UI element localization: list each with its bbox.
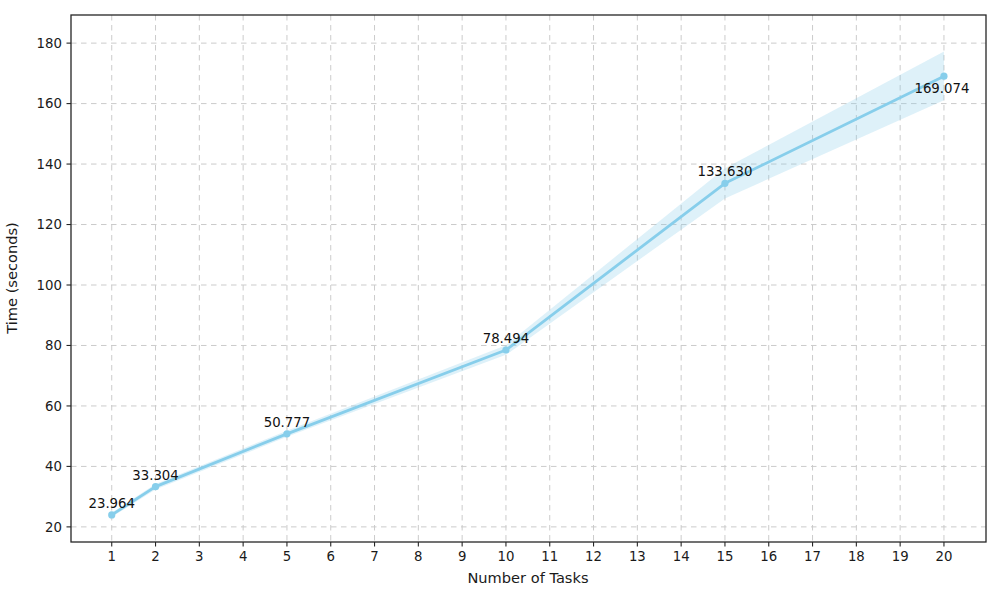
x-axis-label: Number of Tasks bbox=[467, 569, 588, 586]
y-axis-label: Time (seconds) bbox=[3, 222, 20, 334]
y-tick-label: 60 bbox=[45, 399, 62, 414]
x-tick-label: 15 bbox=[716, 549, 733, 564]
y-tick-label: 160 bbox=[37, 96, 62, 111]
x-tick-label: 16 bbox=[760, 549, 777, 564]
y-tick-label: 180 bbox=[37, 36, 62, 51]
data-point-marker bbox=[502, 346, 509, 353]
x-tick-label: 1 bbox=[108, 549, 116, 564]
x-tick-label: 8 bbox=[414, 549, 422, 564]
confidence-band bbox=[112, 52, 944, 517]
x-tick-label: 12 bbox=[585, 549, 602, 564]
line-chart-svg: 23.964 33.304 50.777 78.494 133.630 169.074 1… bbox=[0, 0, 1000, 600]
point-value-label: 133.630 bbox=[697, 164, 752, 179]
x-tick-label: 20 bbox=[935, 549, 952, 564]
point-value-label: 78.494 bbox=[483, 331, 530, 346]
point-value-label: 23.964 bbox=[88, 496, 135, 511]
x-tick-label: 11 bbox=[541, 549, 558, 564]
x-tick-label: 3 bbox=[195, 549, 203, 564]
y-tick-label: 100 bbox=[37, 278, 62, 293]
point-value-label: 50.777 bbox=[264, 415, 311, 430]
point-value-label: 169.074 bbox=[914, 81, 969, 96]
x-tick-label: 9 bbox=[458, 549, 466, 564]
y-tick-label: 140 bbox=[37, 157, 62, 172]
y-tick-label: 40 bbox=[45, 459, 62, 474]
data-point-marker bbox=[108, 511, 115, 518]
confidence-band-layer bbox=[112, 52, 944, 517]
data-point-marker bbox=[283, 430, 290, 437]
x-tick-label: 19 bbox=[892, 549, 909, 564]
x-tick-label: 6 bbox=[327, 549, 335, 564]
y-tick-label: 120 bbox=[37, 217, 62, 232]
data-point-marker bbox=[721, 180, 728, 187]
y-tick-label: 20 bbox=[45, 520, 62, 535]
y-tick-label: 80 bbox=[45, 338, 62, 353]
x-tick-label: 10 bbox=[497, 549, 514, 564]
x-tick-label: 14 bbox=[673, 549, 690, 564]
line-chart-figure: 23.964 33.304 50.777 78.494 133.630 169.074 1… bbox=[0, 0, 1000, 600]
data-point-marker bbox=[940, 73, 947, 80]
x-tick-label: 17 bbox=[804, 549, 821, 564]
axis-layer: 1234567891011121314151617181920204060801… bbox=[37, 15, 986, 564]
x-tick-label: 7 bbox=[370, 549, 378, 564]
data-point-marker bbox=[152, 483, 159, 490]
x-tick-label: 5 bbox=[283, 549, 291, 564]
point-value-label: 33.304 bbox=[132, 468, 179, 483]
x-tick-label: 13 bbox=[629, 549, 646, 564]
x-tick-label: 4 bbox=[239, 549, 247, 564]
x-tick-label: 18 bbox=[848, 549, 865, 564]
x-tick-label: 2 bbox=[151, 549, 159, 564]
